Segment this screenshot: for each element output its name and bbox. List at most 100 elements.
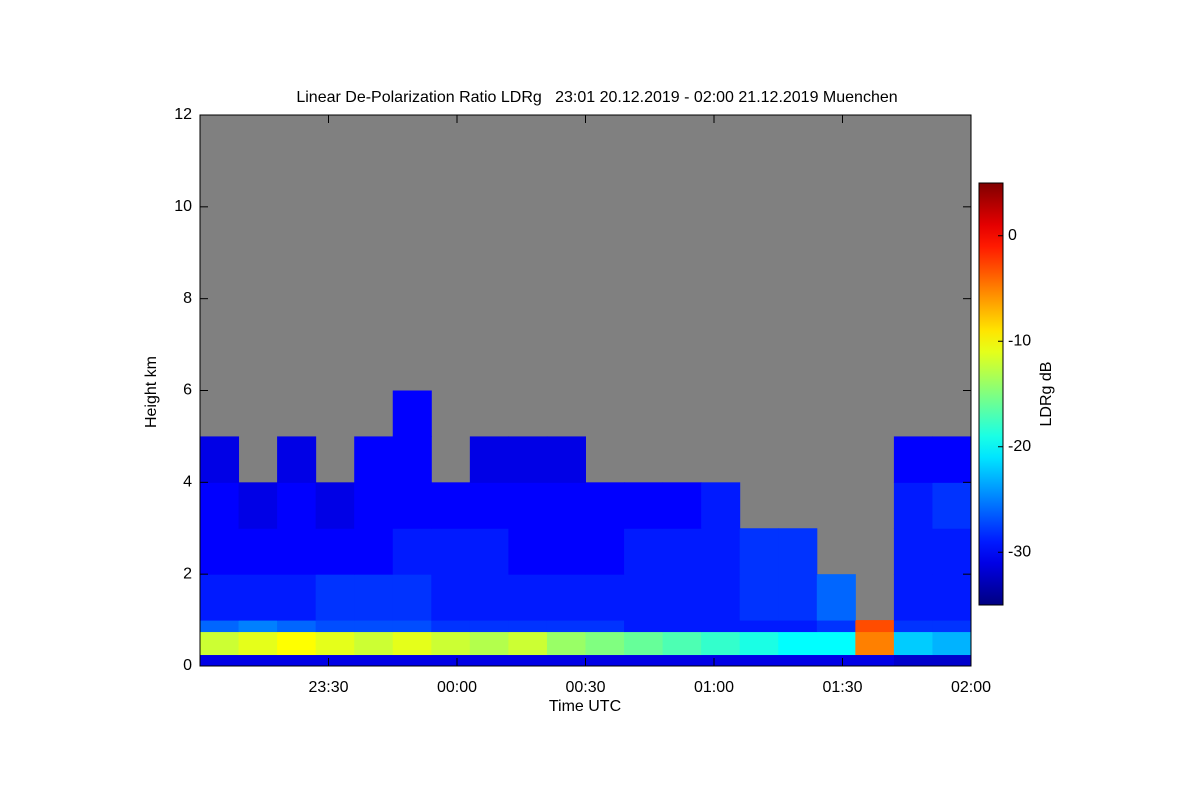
heatmap-cell [392,620,432,633]
heatmap-cell [469,654,509,667]
heatmap-cell [354,528,394,575]
heatmap-cell [624,482,664,529]
heatmap-cell [893,574,933,621]
heatmap-cell [508,436,548,483]
heatmap-cell [469,574,509,621]
heatmap-cell [701,574,741,621]
colorbar-tick-label: -20 [1008,438,1031,455]
heatmap-cell [624,631,664,656]
x-tick-label: 23:30 [308,679,348,696]
heatmap-cell [238,620,278,633]
heatmap-cell [701,620,741,633]
heatmap-cell [662,631,702,656]
heatmap-cell [354,620,394,633]
heatmap-cell [354,436,394,483]
heatmap-cell [546,620,586,633]
heatmap-cell [392,436,432,483]
heatmap-cell [431,654,471,667]
colorbar-tick-label: -30 [1008,543,1031,560]
heatmap-cell [508,620,548,633]
heatmap-cell [546,436,586,483]
heatmap-cell [431,620,471,633]
colorbar-tick-label: -10 [1008,332,1031,349]
y-tick-label: 4 [183,474,192,491]
heatmap-cell [315,528,355,575]
heatmap-cell [701,654,741,667]
heatmap-cell [816,620,856,633]
heatmap-cell [354,574,394,621]
x-axis-label: Time UTC [549,698,621,715]
heatmap-cell [585,631,625,656]
heatmap-cell [546,654,586,667]
heatmap-cell [469,631,509,656]
heatmap-cell [585,528,625,575]
heatmap-cell [508,631,548,656]
heatmap-cell [855,620,895,633]
heatmap-cell [816,631,856,656]
heatmap-cell [739,528,779,575]
x-tick-label: 00:00 [437,679,477,696]
heatmap-cell [200,482,240,529]
heatmap-cell [469,620,509,633]
heatmap-cell [778,620,818,633]
heatmap-cell [392,390,432,437]
y-tick-label: 6 [183,382,192,399]
heatmap-cell [932,482,972,529]
heatmap-cell [238,528,278,575]
heatmap-cell [200,654,240,667]
heatmap-cell [855,631,895,656]
heatmap-cell [508,574,548,621]
heatmap-cell [431,482,471,529]
heatmap-cell [662,482,702,529]
heatmap-cell [701,631,741,656]
heatmap-cell [932,620,972,633]
heatmap-cell [546,631,586,656]
heatmap-cell [508,528,548,575]
heatmap-cell [546,574,586,621]
heatmap-cell [469,482,509,529]
heatmap-cell [315,631,355,656]
heatmap-cell [431,574,471,621]
heatmap-cell [739,574,779,621]
heatmap-cell [200,436,240,483]
heatmap-cell [469,528,509,575]
heatmap-cell [392,574,432,621]
heatmap-cell [277,436,317,483]
heatmap-cell [932,436,972,483]
heatmap-cell [855,654,895,667]
heatmap-cell [392,528,432,575]
heatmap-cell [778,654,818,667]
colorbar-label: LDRg dB [1038,362,1055,427]
heatmap-cell [238,574,278,621]
y-tick-label: 10 [174,198,192,215]
heatmap-cell [392,482,432,529]
heatmap-cell [277,620,317,633]
heatmap-cell [392,654,432,667]
heatmap-cell [624,528,664,575]
heatmap-cell [200,631,240,656]
heatmap-cell [662,574,702,621]
heatmap-cell [932,574,972,621]
heatmap-cell [816,654,856,667]
heatmap-cell [238,482,278,529]
heatmap-cell [662,620,702,633]
heatmap-cell [893,654,933,667]
heatmap-cell [624,574,664,621]
heatmap-cell [277,528,317,575]
heatmap-cell [315,574,355,621]
x-tick-label: 00:30 [565,679,605,696]
heatmap-cell [739,631,779,656]
heatmap-cell [585,574,625,621]
heatmap-cell [354,654,394,667]
colorbar-tick-label: 0 [1008,227,1017,244]
heatmap-cell [893,620,933,633]
heatmap-cell [354,482,394,529]
heatmap-cell [893,631,933,656]
heatmap-cell [200,528,240,575]
heatmap-cell [893,436,933,483]
y-tick-label: 12 [174,106,192,123]
heatmap-cell [585,482,625,529]
y-tick-label: 8 [183,290,192,307]
chart-title: Linear De-Polarization Ratio LDRg 23:01 … [296,89,897,106]
